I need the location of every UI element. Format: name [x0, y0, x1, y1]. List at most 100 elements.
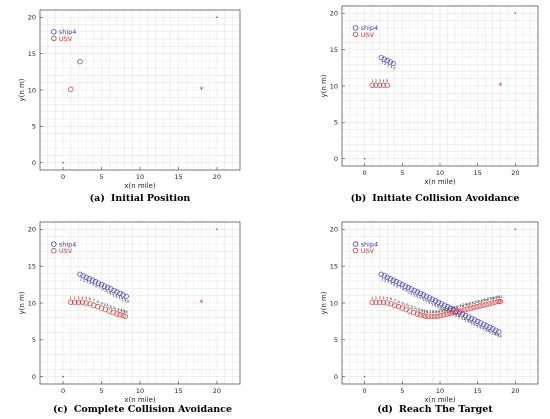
usv-point-label: 32	[472, 300, 477, 305]
ship4-point	[469, 315, 475, 322]
usv-point	[432, 313, 438, 319]
ship4-point-label: 29	[464, 318, 469, 323]
ship4-point-label: 11	[410, 291, 415, 296]
usv-point-label: 8	[397, 299, 400, 304]
legend-ship4-label: ship4	[59, 28, 77, 36]
usv-point	[441, 312, 447, 318]
usv-point	[369, 299, 375, 305]
ship4-point-label: 4	[89, 281, 92, 286]
target-marker: *	[498, 82, 502, 91]
ship4-point	[472, 317, 478, 323]
legend-usv-label: USV	[361, 31, 375, 39]
ship4-point	[490, 326, 496, 332]
y-tick-label: 15	[330, 262, 338, 270]
ship4-point	[80, 273, 86, 279]
ship4-point-label: 22	[443, 307, 448, 312]
ship4-point-label: 30	[467, 319, 472, 324]
ship4-point-label: 17	[428, 300, 433, 305]
y-tick-label: 20	[330, 10, 338, 18]
usv-point	[471, 304, 477, 311]
legend-usv-marker	[352, 248, 359, 254]
corner-marker	[363, 375, 366, 378]
usv-point-label: 29	[462, 302, 467, 307]
usv-point-label: 23	[444, 307, 449, 312]
caption-b: (b) Initiate Collision Avoidance	[350, 193, 520, 204]
usv-point	[495, 298, 501, 305]
usv-point-label: 10	[404, 302, 409, 307]
usv-point-label: 7	[394, 298, 397, 303]
caption-c: (c) Complete Collision Avoidance	[52, 404, 233, 415]
x-axis-label: x(n mile)	[124, 396, 156, 404]
y-tick-label: 5	[32, 123, 36, 131]
usv-point-label: 24	[447, 306, 452, 311]
x-tick-label: 0	[363, 387, 367, 395]
x-tick-label: 20	[511, 387, 519, 395]
usv-point	[497, 298, 503, 305]
ship4-point-label: 4	[390, 281, 393, 286]
legend-usv-marker	[352, 31, 359, 38]
usv-point	[492, 299, 498, 305]
usv-point-label: 25	[450, 305, 455, 310]
usv-point-label: 3	[378, 78, 381, 83]
usv-point	[380, 82, 387, 88]
ship4-point-label: 38	[491, 331, 496, 336]
ship4-point	[105, 284, 111, 291]
ship4-point-label: 5	[92, 282, 95, 287]
ship4-point-label: 3	[86, 279, 89, 284]
ship4-point	[429, 296, 436, 302]
usv-point	[456, 308, 462, 314]
usv-point-label: 26	[453, 304, 458, 309]
ship4-point-label: 39	[494, 332, 499, 337]
ship4-point-label: 6	[95, 284, 98, 289]
ship4-point	[423, 293, 430, 300]
y-tick-label: 15	[28, 262, 36, 270]
ship4-point	[381, 56, 387, 62]
ship4-point	[117, 290, 123, 297]
y-tick-label: 5	[334, 336, 338, 344]
usv-point-label: 4	[81, 295, 84, 300]
usv-point	[120, 312, 126, 319]
y-tick-label: 0	[32, 159, 36, 167]
usv-point	[377, 299, 383, 305]
usv-point	[426, 313, 432, 319]
legend-usv-label: USV	[59, 35, 73, 43]
ship4-point	[459, 311, 466, 317]
usv-point-label: 39	[493, 295, 498, 300]
legend-ship4-marker	[352, 241, 359, 247]
ship4-point	[95, 280, 102, 286]
corner-marker	[363, 157, 366, 160]
ship4-point	[478, 320, 484, 326]
usv-point-label: 14	[418, 307, 423, 312]
x-tick-label: 0	[61, 387, 65, 395]
usv-point	[384, 82, 390, 88]
usv-point-label: 5	[85, 296, 88, 301]
legend-ship4-marker	[51, 29, 57, 35]
ship4-point	[393, 278, 399, 285]
x-tick-label: 15	[174, 387, 182, 395]
x-tick-label: 20	[511, 169, 519, 177]
x-tick-label: 15	[474, 387, 482, 395]
corner-marker	[514, 228, 517, 231]
legend-ship4-marker	[352, 25, 359, 31]
usv-point-label: 2	[73, 295, 76, 300]
usv-point-label: 10	[103, 302, 108, 307]
ship4-point	[435, 299, 442, 305]
usv-point-label: 38	[490, 296, 495, 301]
ship4-point-label: 7	[98, 285, 101, 290]
ship4-point	[405, 284, 411, 291]
usv-point-label: 15	[121, 308, 126, 313]
usv-point	[486, 301, 492, 307]
legend-usv-label: USV	[361, 247, 375, 255]
usv-point	[377, 82, 383, 88]
usv-point	[117, 312, 123, 318]
ship4-point	[444, 304, 451, 310]
ship4-point	[447, 305, 454, 311]
ship4-point	[411, 287, 418, 294]
ship4-point-label: 15	[122, 297, 127, 302]
ship4-point	[108, 286, 114, 292]
ship4-point-label: 16	[125, 298, 130, 303]
usv-point	[429, 313, 435, 319]
ship4-point-label: 20	[437, 304, 442, 309]
